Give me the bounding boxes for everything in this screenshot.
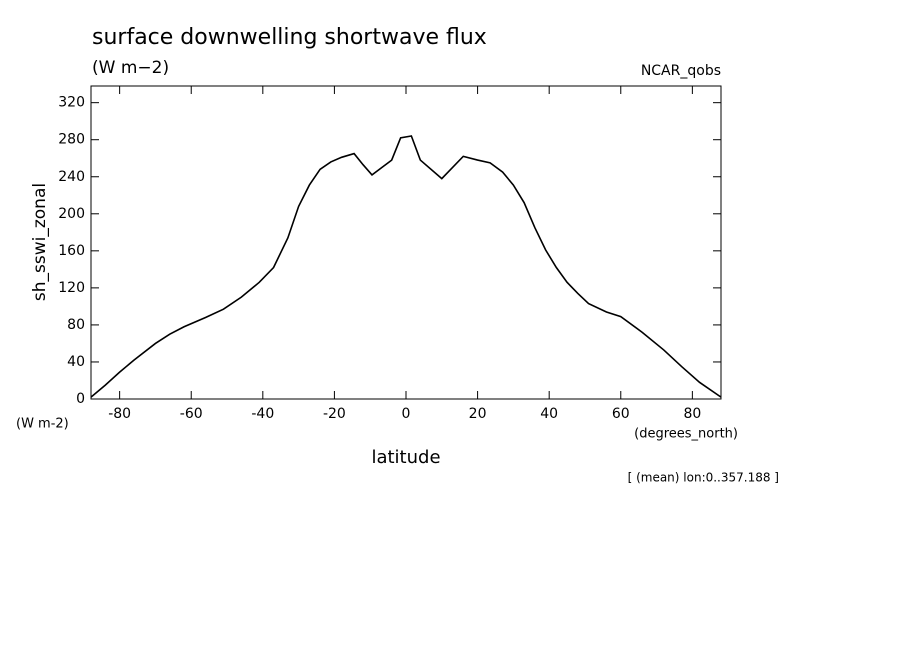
y-tick-label: 120	[58, 280, 85, 296]
x-tick-label: 80	[683, 406, 701, 422]
y-units: (W m-2)	[16, 417, 69, 432]
y-tick-label: 160	[58, 243, 85, 259]
y-tick-label: 80	[67, 317, 85, 333]
x-tick-label: -40	[251, 406, 274, 422]
y-tick-label: 240	[58, 169, 85, 185]
x-axis-label: latitude	[371, 447, 440, 468]
source: NCAR_qobs	[641, 63, 721, 79]
x-tick-label: -20	[323, 406, 346, 422]
x-tick-label: 60	[612, 406, 630, 422]
x-units: (degrees_north)	[634, 427, 738, 442]
y-tick-label: 320	[58, 95, 85, 111]
annotation: [ (mean) lon:0..357.188 ]	[628, 471, 779, 485]
plot-frame	[90, 85, 722, 400]
y-axis-label: sh_sswi_zonal	[30, 183, 50, 301]
data-line	[90, 135, 722, 398]
y-tick-label: 0	[76, 391, 85, 407]
y-tick-label: 200	[58, 206, 85, 222]
chart-title: surface downwelling shortwave flux	[92, 25, 487, 50]
x-tick-label: -80	[108, 406, 131, 422]
x-tick-label: 20	[469, 406, 487, 422]
y-tick-label: 280	[58, 132, 85, 148]
subtitle: (W m−2)	[92, 58, 169, 78]
x-tick-label: 0	[402, 406, 411, 422]
y-tick-label: 40	[67, 354, 85, 370]
x-tick-label: -60	[180, 406, 203, 422]
x-tick-label: 40	[540, 406, 558, 422]
